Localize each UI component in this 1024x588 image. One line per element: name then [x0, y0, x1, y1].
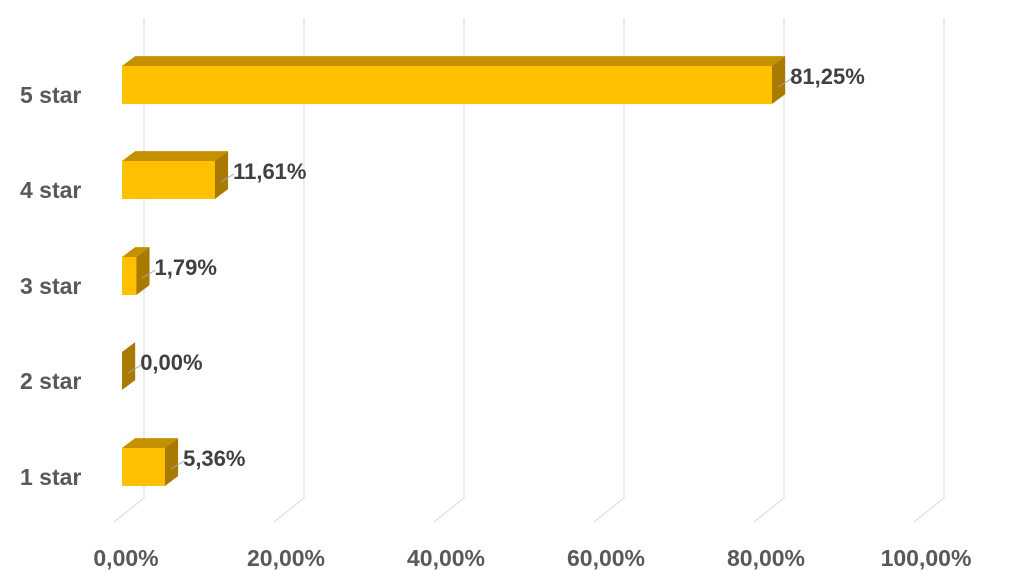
category-label: 1 star: [20, 464, 81, 490]
category-label: 3 star: [20, 273, 81, 299]
x-tick-label: 60,00%: [567, 545, 645, 571]
bar-top: [122, 438, 179, 448]
bar-front: [122, 257, 137, 295]
bar-top: [122, 151, 229, 161]
category-label: 2 star: [20, 368, 81, 394]
category-label: 5 star: [20, 82, 81, 108]
data-label: 1,79%: [155, 255, 217, 280]
labels: 0,00% 20,00% 40,00% 60,00% 80,00% 100,00% 81,2…: [20, 64, 971, 571]
bar-front: [122, 161, 215, 199]
bar-side: [214, 151, 229, 199]
x-tick-label: 80,00%: [727, 545, 805, 571]
leader-line: [142, 269, 156, 279]
bar-top: [122, 56, 786, 66]
leader-line: [170, 460, 185, 470]
data-label: 5,36%: [183, 446, 245, 471]
floor-line: [433, 497, 465, 523]
floor-line: [593, 497, 625, 523]
bar-side: [164, 438, 179, 486]
bar-side: [122, 342, 136, 390]
x-tick-label: 0,00%: [93, 545, 158, 571]
leader-line: [220, 173, 235, 183]
x-tick-label: 100,00%: [881, 545, 972, 571]
floor-line: [273, 497, 305, 523]
bars: [122, 56, 786, 486]
floor-line: [913, 497, 945, 523]
x-tick-label: 20,00%: [247, 545, 325, 571]
data-label: 11,61%: [233, 159, 306, 184]
floor-line: [753, 497, 785, 523]
x-tick-label: 40,00%: [407, 545, 485, 571]
leader-line: [777, 78, 792, 88]
bar-side: [772, 56, 786, 104]
category-label: 4 star: [20, 177, 81, 203]
bar-front: [122, 448, 165, 486]
data-label: 81,25%: [790, 64, 865, 89]
data-label: 0,00%: [140, 350, 202, 375]
bar-front: [122, 66, 772, 104]
leader-line: [127, 364, 142, 374]
bar-top: [122, 247, 150, 257]
floor-line: [113, 497, 145, 523]
bar-side: [136, 247, 150, 295]
